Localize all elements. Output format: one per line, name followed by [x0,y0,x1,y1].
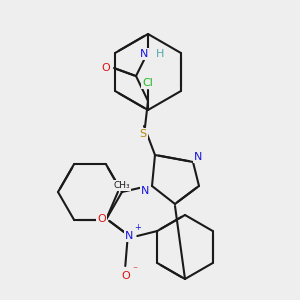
Text: O: O [121,271,130,281]
Text: O: O [102,63,110,73]
Text: +: + [134,223,141,232]
Text: O: O [97,214,106,224]
Text: ⁻: ⁻ [133,265,138,275]
Text: CH₃: CH₃ [114,181,130,190]
Text: N: N [141,186,149,196]
Text: Cl: Cl [142,78,153,88]
Text: H: H [156,49,164,59]
Text: N: N [194,152,202,162]
Text: N: N [140,49,148,59]
Text: N: N [125,231,134,241]
Text: S: S [140,129,147,139]
